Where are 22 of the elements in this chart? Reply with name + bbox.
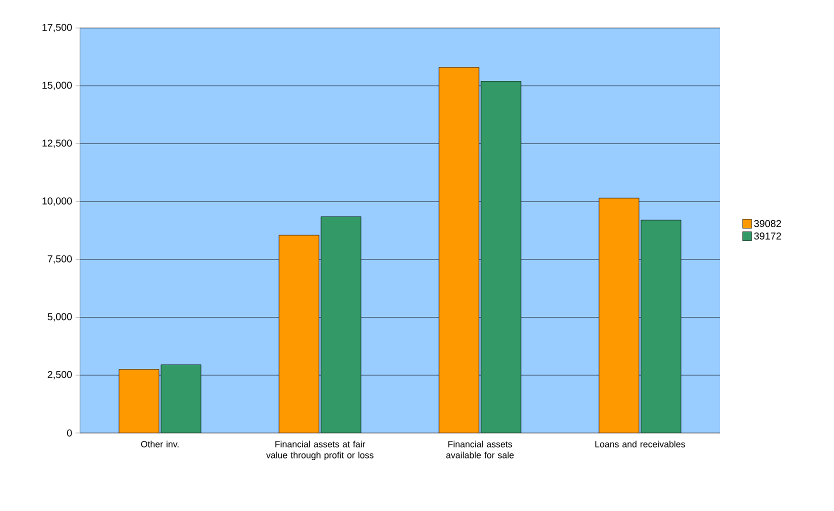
y-tick-label: 2,500: [48, 371, 72, 380]
legend-label: 39172: [754, 232, 781, 240]
bar: [640, 220, 682, 433]
y-tick-label: 10,000: [42, 197, 72, 206]
bar: [480, 81, 522, 433]
y-tick-label: 5,000: [48, 313, 72, 322]
bar: [278, 234, 320, 433]
bar: [118, 369, 160, 433]
bar: [598, 198, 640, 433]
legend-label: 39082: [754, 220, 781, 228]
bar: [438, 67, 480, 433]
y-tick-label: 17,500: [42, 24, 72, 32]
x-tick-label: Financial assets at fair value through profit or loss: [266, 440, 374, 460]
y-tick-label: 7,500: [48, 255, 72, 264]
y-tick-label: 15,000: [42, 82, 72, 90]
x-tick-label: Financial assets available for sale: [446, 440, 514, 458]
x-tick-label: Loans and receivables: [595, 440, 686, 448]
bar: [320, 216, 362, 433]
y-tick-label: 0: [67, 429, 72, 437]
y-tick-label: 12,500: [42, 140, 72, 148]
bar: [160, 364, 202, 433]
x-tick-label: Other inv.: [141, 440, 179, 448]
